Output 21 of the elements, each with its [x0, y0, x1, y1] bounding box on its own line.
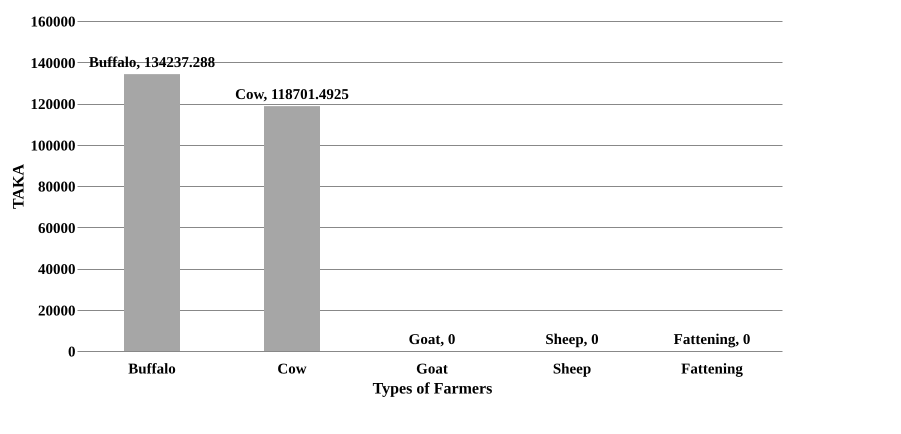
data-label: Sheep, 0	[545, 332, 599, 348]
data-label: Goat, 0	[408, 332, 456, 348]
y-tick-label: 120000	[30, 97, 76, 113]
x-tick-label: Fattening	[681, 362, 744, 378]
y-tick-label: 40000	[38, 262, 76, 278]
x-tick-label: Goat	[416, 362, 448, 378]
y-tick-label: 60000	[38, 220, 76, 237]
x-axis-title: Types of Farmers	[372, 380, 492, 398]
data-label: Buffalo, 134237.288	[88, 55, 216, 72]
x-tick-label: Buffalo	[128, 362, 176, 378]
x-tick-label: Cow	[277, 362, 307, 378]
y-tick-label: 140000	[30, 56, 76, 72]
y-tick-label: 20000	[38, 303, 76, 320]
data-label: Cow, 118701.4925	[235, 87, 349, 104]
y-tick-label: 100000	[30, 138, 76, 154]
y-tick-label: 0	[68, 344, 76, 360]
y-axis-title: TAKA	[10, 164, 28, 210]
y-tick-label: 160000	[30, 14, 76, 30]
data-label: Fattening, 0	[674, 332, 750, 348]
x-tick-label: Sheep	[552, 362, 592, 378]
y-tick-label: 80000	[38, 180, 76, 196]
